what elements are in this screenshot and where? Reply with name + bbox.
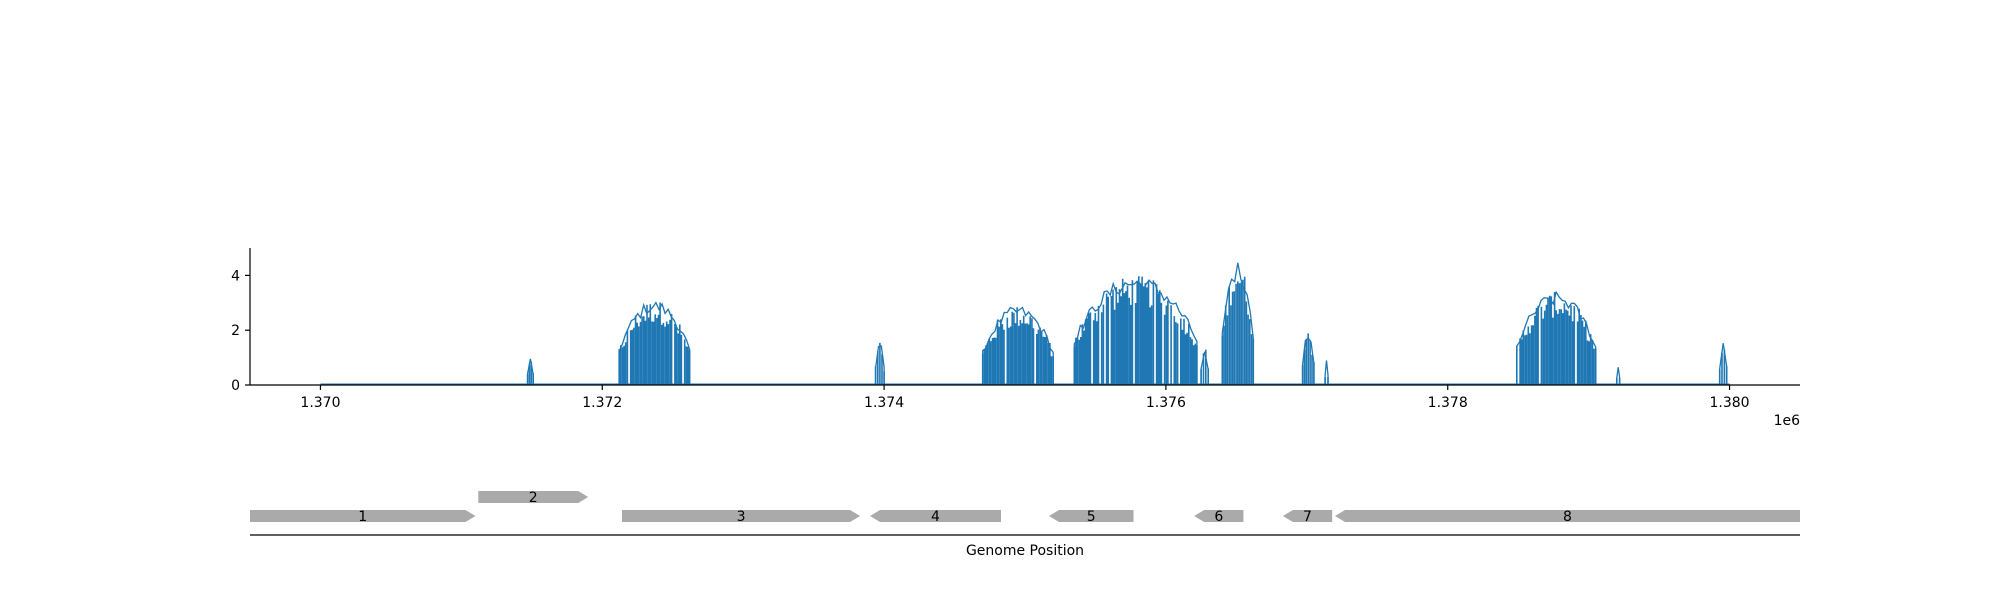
coverage-region-2 [618,301,691,385]
y-tick-label: 2 [231,323,240,339]
coverage-region-9 [1324,360,1329,385]
gene-label: 6 [1214,509,1223,525]
coverage-region-12 [1718,343,1728,385]
gene-label: 1 [358,509,367,525]
gene-3: 3 [622,509,861,525]
y-axis-ticks: 0 2 4 [231,268,250,394]
coverage-region-7 [1221,262,1255,385]
coverage-bars [1718,349,1728,385]
coverage-region-1 [526,358,534,385]
gene-arrow [870,510,1001,522]
gene-5: 5 [1049,509,1134,525]
x-tick-label: 1.376 [1146,395,1186,411]
gene-label: 7 [1303,509,1312,525]
gene-arrow [1335,510,1800,522]
coverage-trace [1616,367,1621,385]
coverage-trace [1719,343,1728,385]
coverage-trace [618,301,691,385]
coverage-region-10 [1516,290,1597,385]
gene-7: 7 [1282,509,1333,525]
gene-2: 2 [478,490,589,506]
coverage-bars [1516,292,1597,385]
gene-label: 5 [1087,509,1096,525]
coverage-trace [1073,279,1198,385]
coverage-bars [981,307,1054,385]
gene-arrow [250,510,476,522]
coverage-bars [1073,276,1198,385]
x-axis-ticks: 1.370 1.372 1.374 1.376 1.378 1.380 [300,385,1750,411]
coverage-bars [618,302,691,385]
coverage-trace [1324,360,1329,385]
coverage-trace [874,345,885,385]
gene-1: 1 [250,509,476,525]
coverage-bars [1301,333,1315,385]
coverage-axes [249,248,1800,386]
gene-arrow [1194,510,1244,522]
gene-track: 1 2 3 4 5 6 7 8 [250,490,1800,525]
gene-arrow [1049,510,1134,522]
gene-label: 2 [529,490,538,506]
coverage-region-4 [981,306,1054,385]
coverage-region-11 [1616,367,1621,385]
gene-4: 4 [870,509,1001,525]
coverage-bars [874,342,885,385]
coverage-region-8 [1301,333,1315,385]
coverage-region-3 [874,342,885,385]
coverage-trace [1200,351,1209,385]
gene-arrow [1282,510,1333,522]
gene-arrow [478,491,589,503]
gene-arrow [622,510,861,522]
gene-8: 8 [1335,509,1800,525]
coverage-trace [982,306,1054,385]
coverage-region-5 [1073,276,1198,385]
x-tick-label: 1.374 [864,395,904,411]
coverage-trace [1301,337,1315,385]
x-tick-label: 1.370 [300,395,340,411]
genome-position-label: Genome Position [966,543,1084,559]
gene-label: 3 [737,509,746,525]
coverage-trace [1221,262,1254,385]
gene-6: 6 [1194,509,1244,525]
y-tick-label: 4 [231,268,240,284]
coverage-trace [526,358,534,385]
x-tick-label: 1.372 [582,395,622,411]
coverage-bars [1221,276,1255,385]
gene-label: 4 [931,509,940,525]
x-tick-label: 1.380 [1709,395,1749,411]
coverage-region-6 [1200,349,1209,385]
x-tick-label: 1.378 [1428,395,1468,411]
y-tick-label: 0 [231,378,240,394]
x-axis-offset-label: 1e6 [1774,413,1801,429]
coverage-signal [320,262,1730,386]
gene-label: 8 [1563,509,1572,525]
coverage-trace [1516,290,1597,385]
